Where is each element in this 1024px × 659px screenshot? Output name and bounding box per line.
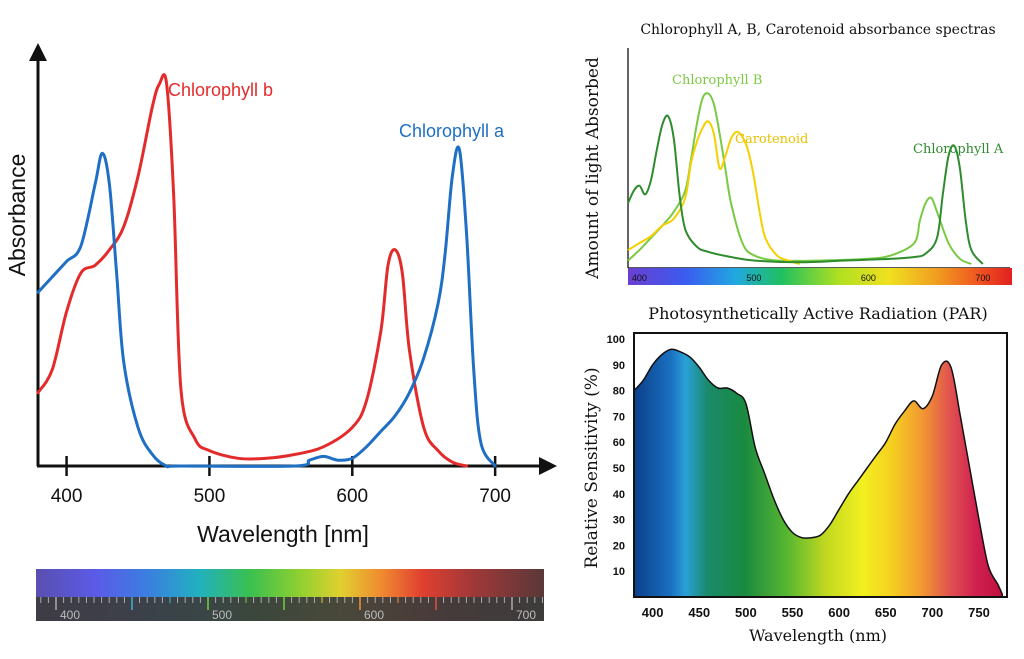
p2-x-tick-label: 600: [861, 273, 876, 283]
p3-x-axis-label: Wavelength (nm): [749, 626, 887, 645]
spectrum-ruler-label: 600: [364, 608, 384, 622]
spectrum-ruler-label: 400: [60, 608, 80, 622]
p2-series-layer: [627, 92, 984, 265]
p2-series-chlorophyll-a: [627, 114, 984, 265]
p3-x-tick-label: 500: [735, 605, 757, 620]
p3-x-tick-label: 450: [688, 605, 710, 620]
p3-y-tick-label: 60: [613, 437, 625, 449]
p3-y-tick-label: 20: [613, 540, 625, 552]
p2-title: Chlorophyll A, B, Carotenoid absorbance …: [640, 22, 995, 38]
spectrum-ruler: [36, 597, 544, 621]
p3-y-tick-label: 80: [613, 386, 625, 398]
p2-x-tick-label: 500: [746, 273, 761, 283]
spectrum-ruler-label: 500: [212, 608, 232, 622]
p2-series-carotenoid: [627, 120, 801, 265]
p1-label-chlorophyll-a: Chlorophyll a: [399, 121, 505, 141]
p1-series-chlorophyll-b: [36, 73, 469, 468]
p1-x-tick-label: 700: [479, 486, 511, 507]
p2-x-tick-label: 700: [975, 273, 990, 283]
p3-x-tick-label: 700: [922, 605, 944, 620]
par-chart: Photosynthetically Active Radiation (PAR…: [582, 304, 1008, 645]
p3-y-tick-label: 30: [613, 515, 625, 527]
p3-y-tick-label: 10: [613, 566, 625, 578]
p2-series-chlorophyll-b: [627, 92, 972, 265]
p3-y-tick-label: 40: [613, 489, 625, 501]
pigment-spectra-chart: Chlorophyll A, B, Carotenoid absorbance …: [583, 22, 1012, 285]
p2-y-axis-label: Amount of light Absorbed: [583, 57, 603, 280]
p2-label-chlorophyll-b: Chlorophyll B: [672, 73, 762, 88]
p3-area-layer: [633, 348, 1004, 598]
p2-label-chlorophyll-a: Chlorophyll A: [913, 142, 1004, 157]
p3-y-tick-label: 50: [613, 463, 625, 475]
p3-title: Photosynthetically Active Radiation (PAR…: [648, 304, 987, 323]
p2-spectrum-bar: [628, 268, 1012, 285]
p3-x-tick-label: 550: [782, 605, 804, 620]
p2-x-ticks: 400 500 600 700: [632, 273, 990, 283]
p3-y-tick-label: 100: [607, 334, 625, 346]
p3-y-tick-label: 70: [613, 411, 625, 423]
p3-x-tick-label: 400: [642, 605, 664, 620]
p3-y-tick-label: 90: [613, 360, 625, 372]
p3-x-tick-label: 600: [828, 605, 850, 620]
p1-y-axis-label: Absorbance: [4, 154, 30, 277]
p3-x-tick-label: 650: [875, 605, 897, 620]
p1-x-tick-label: 600: [336, 486, 368, 507]
spectrum-ruler-labels: 400 500 600 700: [60, 608, 536, 622]
p3-y-axis-label: Relative Sensitivity (%): [582, 367, 602, 568]
spectrum-ruler-ticks: [40, 597, 543, 610]
p1-series-layer: [36, 73, 497, 469]
absorbance-chart: 400 500 600 700 Absorbance Wavelength [nm] …: [4, 43, 557, 622]
p1-series-chlorophyll-a: [36, 145, 497, 469]
spectrum-ruler-label: 700: [516, 608, 536, 622]
p1-x-ticks: 400 500 600 700: [51, 456, 511, 507]
p2-label-carotenoid: Carotenoid: [735, 132, 808, 147]
p1-x-tick-label: 400: [51, 486, 83, 507]
p1-x-axis-label: Wavelength [nm]: [197, 521, 369, 547]
p2-x-tick-label: 400: [632, 273, 647, 283]
p1-label-chlorophyll-b: Chlorophyll b: [168, 80, 273, 100]
p1-x-tick-label: 500: [194, 486, 226, 507]
p3-plot-frame: [633, 332, 1008, 598]
p3-x-tick-label: 750: [968, 605, 990, 620]
p3-y-ticks: 10 20 30 40 50 60 70 80 90 100: [607, 334, 625, 578]
p3-par-area: [633, 348, 1004, 598]
p3-x-ticks: 400 450 500 550 600 650 700 750: [642, 605, 990, 620]
